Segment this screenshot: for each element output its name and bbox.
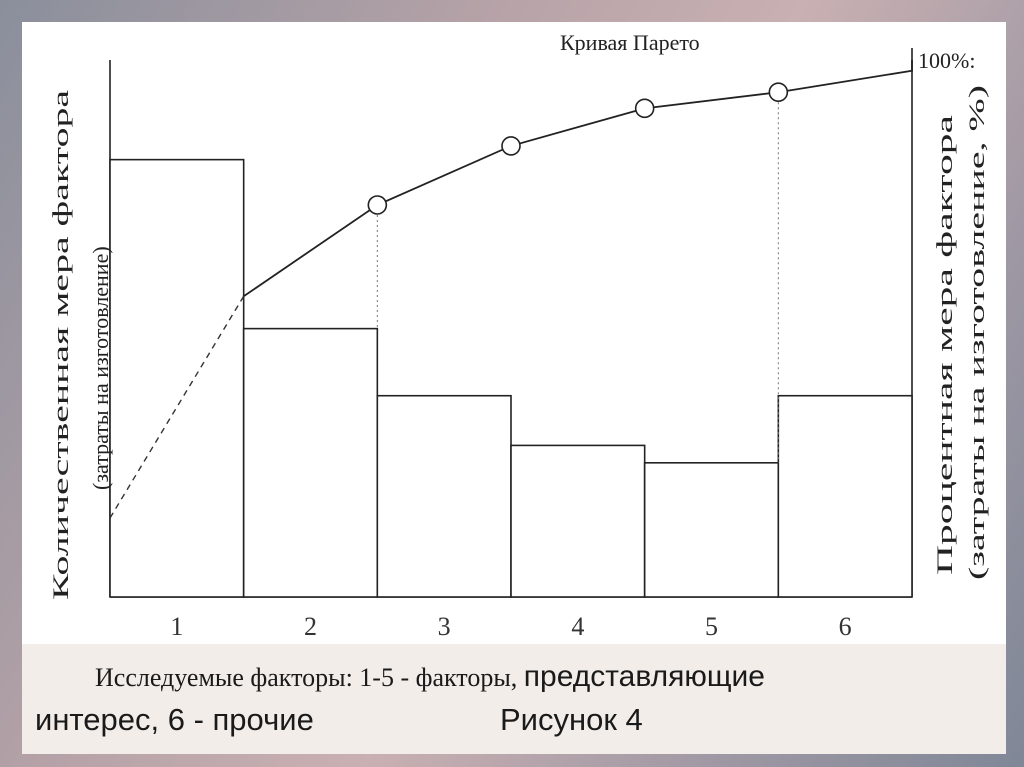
caption-line-2: интерес, 6 - прочие Рисунок 4 <box>35 702 995 738</box>
left-axis-title: Количественная мера фактора (затраты на … <box>48 90 113 600</box>
right-axis-title: Процентная мера фактора (затраты на изго… <box>932 85 989 580</box>
caption-others-text: интерес, 6 - прочие <box>35 702 314 737</box>
caption-factors-text: Исследуемые факторы: 1-5 - факторы, <box>95 663 524 692</box>
right-axis-title-line1: Процентная мера фактора <box>932 115 957 575</box>
caption-background <box>22 644 1006 754</box>
bar-1 <box>109 158 245 598</box>
caption-line-1: Исследуемые факторы: 1-5 - факторы, пред… <box>95 660 765 694</box>
x-tick-label-2: 2 <box>304 612 317 641</box>
x-tick-label-5: 5 <box>705 612 718 641</box>
right-axis-title-line2: (затраты на изготовление, %) <box>964 85 989 580</box>
x-tick-label-3: 3 <box>438 612 451 641</box>
pareto-curve-line <box>243 60 913 298</box>
pareto-point-marker-3 <box>501 136 521 156</box>
bar-5 <box>643 462 780 598</box>
right-axis-max-label: 100%: <box>918 48 975 73</box>
bar-3 <box>376 394 512 598</box>
pareto-curve-group <box>109 60 913 519</box>
figure-label: Рисунок 4 <box>500 702 643 737</box>
pareto-point-marker-5 <box>768 82 789 103</box>
bars-group <box>109 158 913 598</box>
x-tick-label-1: 1 <box>170 612 183 641</box>
pareto-point-marker-4 <box>634 98 655 119</box>
left-axis-title-line2: (затраты на изготовление) <box>88 246 113 490</box>
caption-factors-text-large: представляющие <box>523 660 765 693</box>
pareto-point-marker-2 <box>367 195 388 215</box>
bar-4 <box>510 444 646 598</box>
x-tick-label-6: 6 <box>839 612 852 641</box>
bar-6 <box>777 394 913 598</box>
tick-labels-group: 1 2 3 4 5 6 <box>170 612 851 641</box>
bar-2 <box>242 327 379 598</box>
curve-title: Кривая Парето <box>560 30 700 55</box>
x-tick-label-4: 4 <box>571 612 584 641</box>
left-axis-title-line1: Количественная мера фактора <box>48 90 73 600</box>
